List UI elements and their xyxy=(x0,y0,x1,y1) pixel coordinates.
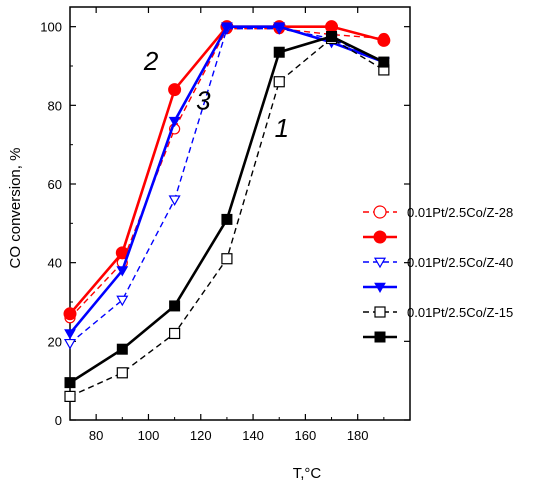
legend-marker xyxy=(374,306,386,318)
legend-marker xyxy=(373,257,387,269)
y-tick-label: 100 xyxy=(40,20,62,35)
data-point xyxy=(64,329,76,340)
data-point xyxy=(63,338,77,350)
data-point xyxy=(169,300,181,312)
legend-label: 0.01Pt/2.5Co/Z-28 xyxy=(407,205,513,220)
legend-entry-2: 0.01Pt/2.5Co/Z-40 xyxy=(363,255,513,270)
series-2 xyxy=(63,24,390,350)
curve-label-3: 3 xyxy=(196,85,211,115)
series-0 xyxy=(64,23,390,324)
plot-frame xyxy=(69,6,411,421)
data-point xyxy=(326,31,338,42)
legend: 0.01Pt/2.5Co/Z-28 0.01Pt/2.5Co/Z-40 0.01Pt… xyxy=(363,205,513,343)
data-point xyxy=(168,195,181,206)
series-line-3 xyxy=(69,25,385,335)
curve-label-1: 1 xyxy=(275,113,289,143)
x-tick-label: 160 xyxy=(295,428,317,443)
data-point xyxy=(273,46,285,58)
annotation-layer: 1 2 3 xyxy=(143,46,289,143)
legend-marker xyxy=(373,205,387,219)
x-tick-label: 100 xyxy=(138,428,160,443)
data-point xyxy=(273,76,285,88)
y-axis-title: CO conversion, % xyxy=(7,148,24,269)
x-axis-title: T,°C xyxy=(293,465,322,482)
x-tick-label: 120 xyxy=(190,428,212,443)
data-point xyxy=(116,266,129,277)
legend-label: 0.01Pt/2.5Co/Z-15 xyxy=(407,305,513,320)
legend-entry-5 xyxy=(363,331,397,343)
plot-border xyxy=(69,6,411,421)
legend-label: 0.01Pt/2.5Co/Z-40 xyxy=(407,255,513,270)
legend-entry-0: 0.01Pt/2.5Co/Z-28 xyxy=(363,205,513,220)
data-point xyxy=(169,327,181,340)
data-point xyxy=(168,83,182,97)
data-point xyxy=(168,116,181,128)
series-line-5 xyxy=(69,35,385,384)
data-point xyxy=(63,307,77,321)
legend-entry-1 xyxy=(363,230,397,244)
series-line-0 xyxy=(69,27,384,319)
data-point xyxy=(116,367,128,379)
y-tick-label: 60 xyxy=(48,177,62,192)
x-tick-label: 180 xyxy=(347,428,369,443)
data-point xyxy=(377,33,391,47)
legend-entry-4: 0.01Pt/2.5Co/Z-15 xyxy=(363,305,513,320)
data-point xyxy=(221,22,233,33)
x-axis-ticks: 80 100 120 140 160 180 xyxy=(69,7,411,443)
data-point xyxy=(116,343,128,355)
y-tick-label: 20 xyxy=(48,334,62,349)
data-point xyxy=(325,20,339,34)
legend-entry-3 xyxy=(363,282,397,294)
series-layer xyxy=(63,20,391,402)
curve-label-2: 2 xyxy=(143,46,159,76)
data-point xyxy=(221,253,233,265)
y-axis-ticks: 0 20 40 60 80 100 xyxy=(40,20,410,428)
series-5 xyxy=(64,31,390,389)
data-point xyxy=(273,22,286,33)
series-1 xyxy=(63,20,391,321)
x-tick-label: 140 xyxy=(242,428,264,443)
y-tick-label: 80 xyxy=(48,98,62,113)
data-point xyxy=(64,390,76,402)
data-point xyxy=(221,213,233,225)
legend-marker xyxy=(373,230,387,244)
data-point xyxy=(378,56,390,68)
series-line-1 xyxy=(69,25,385,315)
y-tick-label: 40 xyxy=(48,256,62,271)
series-3 xyxy=(64,22,390,340)
y-tick-label: 0 xyxy=(55,413,62,428)
data-point xyxy=(116,295,129,307)
legend-marker xyxy=(374,282,386,294)
data-point xyxy=(64,377,76,389)
x-tick-label: 80 xyxy=(89,428,103,443)
legend-marker xyxy=(374,331,386,343)
